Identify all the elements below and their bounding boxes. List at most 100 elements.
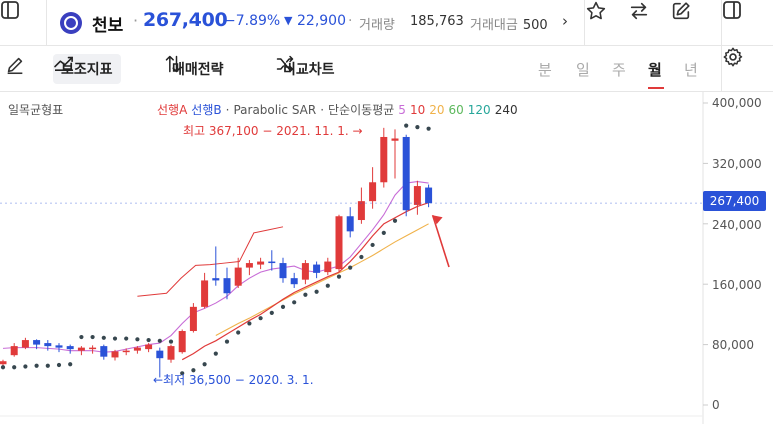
low-annotation: ←최저 36,500 − 2020. 3. 1. xyxy=(153,373,314,387)
sar-dot xyxy=(90,334,95,340)
candle-body xyxy=(234,267,242,286)
sidebar-right-icon xyxy=(723,1,741,19)
sar-dot xyxy=(12,365,17,370)
legend-ma: 단순이동평균 xyxy=(328,103,395,117)
period-month[interactable]: 월 xyxy=(648,61,662,79)
period-week[interactable]: 주 xyxy=(612,61,626,79)
candle-body xyxy=(89,347,97,350)
legend-ma-10: 10 xyxy=(409,103,426,117)
chart-legend: 선행A 선행B · Parabolic SAR · 단순이동평균 5 10 20 60 120 240 xyxy=(157,101,522,118)
y-tick-label: 400,000 xyxy=(712,96,762,110)
pen-icon xyxy=(7,57,23,75)
sar-dot xyxy=(292,300,297,305)
y-tick-label: 160,000 xyxy=(712,278,762,292)
compare-label: 비교차트 xyxy=(283,62,335,78)
star-icon xyxy=(586,1,606,20)
y-tick-label: 240,000 xyxy=(712,218,762,232)
legend-sep: · xyxy=(320,103,325,117)
sar-dot xyxy=(336,274,342,279)
sar-dot xyxy=(348,265,353,270)
candle-body xyxy=(21,340,29,348)
trade-amount: 거래대금 500 xyxy=(470,14,558,34)
legend-sar: Parabolic SAR xyxy=(233,103,317,117)
sar-dot xyxy=(0,365,6,370)
candle-body xyxy=(268,261,276,264)
ma20-line xyxy=(215,223,429,337)
period-year[interactable]: 년 xyxy=(684,61,698,79)
period-day[interactable]: 일 xyxy=(576,61,590,79)
sar-dot xyxy=(68,362,73,367)
candle-body xyxy=(55,345,63,348)
stock-name[interactable]: 천보 xyxy=(92,16,124,36)
sort-arrows-icon xyxy=(165,55,181,73)
drawing-tool-button[interactable] xyxy=(4,54,23,84)
legend-sep: · xyxy=(225,103,230,117)
sar-dot xyxy=(314,289,319,294)
separator: · xyxy=(348,13,353,29)
current-price: 267,400 xyxy=(143,9,228,31)
legend-ma-120: 120 xyxy=(467,103,491,117)
compare-button[interactable]: 비교차트 xyxy=(275,54,343,84)
sidebar-left-icon xyxy=(1,1,19,19)
sar-dot xyxy=(426,126,431,131)
legend-ma-20: 20 xyxy=(429,103,445,117)
chart-line-icon xyxy=(54,56,73,72)
sar-dot xyxy=(56,362,62,368)
chevron-right-icon[interactable]: › xyxy=(562,12,568,30)
ma10-line xyxy=(181,202,429,361)
volume-value: 185,763 xyxy=(410,14,464,29)
candlestick-chart[interactable] xyxy=(0,92,773,424)
sar-dot xyxy=(280,304,286,309)
candle-body xyxy=(133,347,141,351)
legend-ma-5: 5 xyxy=(398,103,406,117)
price-chart[interactable]: 일목균형표 선행A 선행B · Parabolic SAR · 단순이동평균 5 10 20 60… xyxy=(0,92,773,424)
divider xyxy=(46,0,47,46)
candle-body xyxy=(391,138,399,141)
left-panel-toggle-button[interactable] xyxy=(0,0,46,46)
y-tick-label: 0 xyxy=(712,398,720,412)
drawn-arrow-head xyxy=(432,215,443,225)
swap-button[interactable] xyxy=(628,0,674,46)
sar-dot xyxy=(392,218,398,223)
sar-dot xyxy=(23,364,28,369)
indicators-button[interactable]: 보조지표 xyxy=(53,54,121,84)
candle-body xyxy=(402,136,410,211)
divider xyxy=(584,0,585,46)
sar-dot xyxy=(124,336,129,341)
right-panel-toggle-button[interactable] xyxy=(722,0,773,46)
settings-button[interactable] xyxy=(722,46,773,92)
indicator-panel-label: 일목균형표 xyxy=(8,103,64,117)
active-period-indicator xyxy=(648,87,664,89)
candle-body xyxy=(380,136,388,183)
sar-dot xyxy=(415,125,420,130)
candle-body xyxy=(145,344,153,350)
trade-amount-label: 거래대금 xyxy=(470,18,518,33)
company-logo-icon xyxy=(60,12,82,34)
swap-arrows-icon xyxy=(630,2,648,20)
period-minute[interactable]: 분 xyxy=(538,61,552,79)
gear-icon xyxy=(723,47,743,67)
candle-body xyxy=(223,278,231,294)
sar-dot xyxy=(45,363,50,368)
candle-body xyxy=(10,346,18,356)
symbol-header: 천보 · 267,400 −7.89% ▼ 22,900 · 거래량 185,7… xyxy=(0,0,773,46)
sar-dot xyxy=(258,316,263,321)
edit-button[interactable] xyxy=(670,0,716,46)
candle-body xyxy=(178,331,186,353)
divider xyxy=(721,0,722,46)
candle-body xyxy=(44,343,52,347)
sar-dot xyxy=(34,363,39,368)
favorite-button[interactable] xyxy=(585,0,631,46)
candle-body xyxy=(167,346,175,360)
sar-dot xyxy=(224,339,230,344)
candle-body xyxy=(290,278,298,285)
sar-dot xyxy=(202,362,207,367)
sar-dot xyxy=(370,242,375,248)
indicators-label: 보조지표 xyxy=(61,62,113,78)
drawn-arrow-line xyxy=(431,214,450,268)
sar-dot xyxy=(359,254,364,260)
strategy-button[interactable]: 매매전략 xyxy=(164,54,232,84)
legend-lead-b: 선행B xyxy=(191,103,222,117)
chart-toolbar: 보조지표 매매전략 비교차트 분 일 주 월 년 xyxy=(0,46,773,92)
candle-body xyxy=(212,278,220,281)
